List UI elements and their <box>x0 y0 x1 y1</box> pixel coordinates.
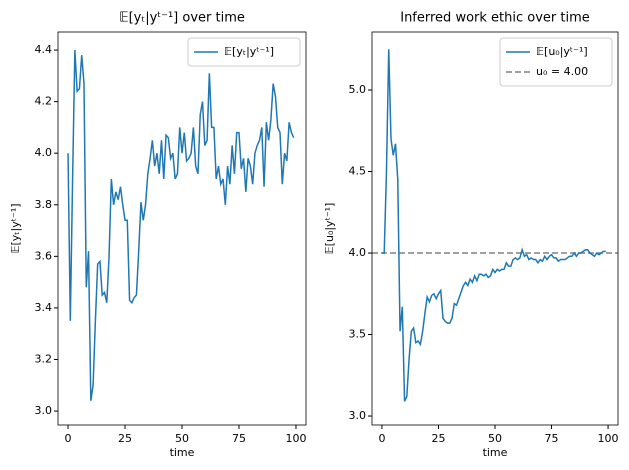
axes-frame <box>371 31 619 426</box>
legend-box <box>187 37 301 67</box>
axes-frame <box>57 31 307 426</box>
y-tick-label: 4.5 <box>349 165 367 178</box>
x-tick-label: 75 <box>232 432 246 445</box>
y-tick-label: 3.2 <box>35 353 53 366</box>
y-tick-label: 4.0 <box>349 246 367 259</box>
x-tick-label: 50 <box>175 432 189 445</box>
legend: 𝔼[yₜ|yᵗ⁻¹] <box>187 37 301 67</box>
subplot: 𝔼[yₜ|yᵗ⁻¹] over time time 𝔼[yₜ|yᵗ⁻¹] 0 25 50 7… <box>9 11 306 460</box>
x-tick-label: 25 <box>431 432 445 445</box>
x-tick-label: 50 <box>488 432 502 445</box>
data-line <box>381 49 606 402</box>
y-tick-label: 4.2 <box>35 95 53 108</box>
legend: 𝔼[u₀|yᵗ⁻¹] u₀ = 4.00 <box>499 37 613 87</box>
y-tick-label: 4.0 <box>35 146 53 159</box>
x-axis-label: time <box>483 446 508 459</box>
y-axis-label: 𝔼[yₜ|yᵗ⁻¹] <box>9 203 22 253</box>
y-tick-label: 4.4 <box>35 43 53 56</box>
x-tick-label: 100 <box>598 432 619 445</box>
y-tick-label: 3.4 <box>35 301 53 314</box>
chart-title: 𝔼[yₜ|yᵗ⁻¹] over time <box>119 11 245 26</box>
x-axis-label: time <box>170 446 195 459</box>
x-tick-label: 75 <box>545 432 559 445</box>
legend-box <box>499 37 613 87</box>
y-tick-label: 3.6 <box>35 249 53 262</box>
y-axis-label: 𝔼[u₀|yᵗ⁻¹] <box>323 203 336 255</box>
y-tick-label: 3.8 <box>35 198 53 211</box>
y-tick-label: 3.5 <box>349 328 367 341</box>
data-line <box>67 50 295 401</box>
x-tick-label: 100 <box>285 432 306 445</box>
x-tick-label: 25 <box>118 432 132 445</box>
y-tick-label: 5.0 <box>349 83 367 96</box>
y-tick-label: 3.0 <box>349 409 367 422</box>
legend-label: u₀ = 4.00 <box>536 65 588 78</box>
subplot: Inferred work ethic over time time 𝔼[u₀|yᵗ… <box>323 11 619 460</box>
legend-label: 𝔼[u₀|yᵗ⁻¹] <box>536 45 588 58</box>
x-tick-label: 0 <box>378 432 385 445</box>
y-tick-label: 3.0 <box>35 404 53 417</box>
x-tick-label: 0 <box>65 432 72 445</box>
chart-title: Inferred work ethic over time <box>400 11 590 26</box>
legend-label: 𝔼[yₜ|yᵗ⁻¹] <box>224 45 274 58</box>
